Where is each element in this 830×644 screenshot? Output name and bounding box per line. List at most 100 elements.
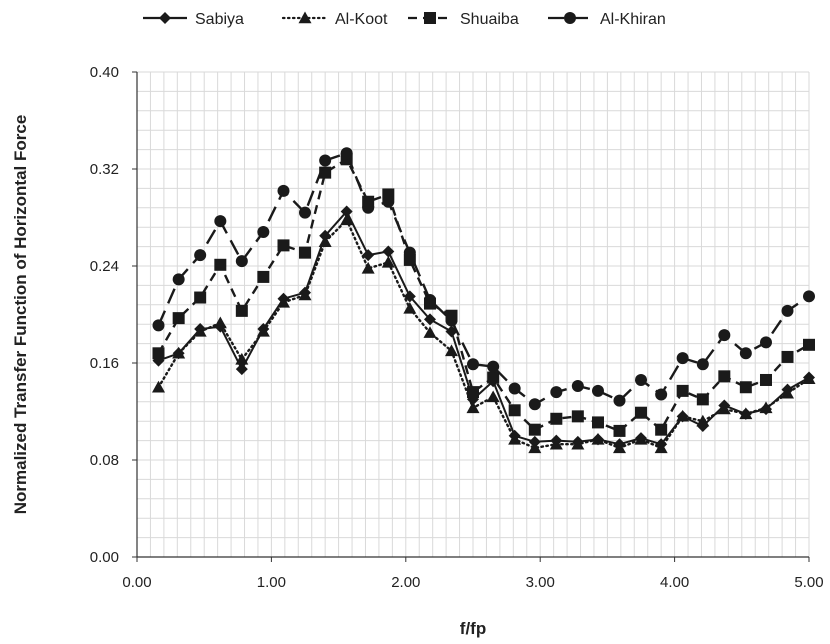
diamond-marker	[235, 363, 248, 376]
square-marker	[803, 338, 815, 351]
triangle-marker	[423, 326, 437, 338]
square-marker	[613, 424, 626, 437]
circle-marker	[382, 195, 395, 208]
y-tick-label: 0.08	[90, 452, 119, 469]
y-tick-label: 0.32	[90, 161, 119, 178]
square-marker	[718, 370, 731, 383]
legend-item: Al-Khiran	[548, 11, 666, 28]
axes	[132, 71, 810, 562]
square-marker	[152, 347, 165, 360]
circle-marker	[564, 12, 576, 24]
triangle-marker	[634, 432, 648, 445]
legend-label: Shuaiba	[460, 11, 519, 28]
triangle-marker	[696, 414, 710, 427]
triangle-marker	[172, 346, 186, 359]
square-marker	[277, 239, 290, 252]
triangle-marker	[403, 301, 417, 314]
legend-label: Sabiya	[195, 11, 244, 28]
triangle-marker	[676, 409, 690, 422]
x-axis-title: f/fp	[460, 619, 486, 638]
x-tick-label: 2.00	[391, 574, 420, 591]
tick-labels: 0.00 1.00 2.00 3.00 4.00 5.00 0.00 0.08 0.16 0.24…	[90, 64, 824, 591]
square-marker	[299, 246, 311, 259]
square-marker	[696, 393, 709, 406]
triangle-marker	[298, 11, 312, 24]
series-al-koot	[152, 213, 816, 454]
triangle-marker	[591, 432, 605, 445]
circle-marker	[487, 360, 500, 373]
circle-marker	[319, 154, 332, 167]
square-marker	[194, 291, 207, 304]
diamond-marker	[340, 205, 353, 218]
circle-marker	[696, 358, 709, 371]
triangle-marker	[508, 432, 522, 445]
square-marker	[214, 258, 227, 271]
triangle-marker	[486, 390, 500, 403]
y-tick-label: 0.16	[90, 355, 119, 372]
triangle-marker	[466, 401, 480, 414]
legend: Sabiya Al-Koot Shuaiba Al-Khiran	[143, 11, 666, 28]
circle-marker	[403, 246, 416, 259]
square-marker	[676, 384, 689, 397]
circle-marker	[277, 184, 290, 197]
circle-marker	[655, 388, 668, 401]
triangle-marker	[276, 295, 290, 308]
series-line	[157, 151, 810, 406]
legend-label: Al-Koot	[335, 11, 388, 28]
circle-marker	[257, 226, 270, 239]
triangle-marker	[152, 380, 166, 393]
circle-marker	[299, 206, 311, 219]
triangle-marker	[361, 261, 375, 274]
triangle-marker	[571, 437, 585, 450]
circle-marker	[528, 398, 541, 411]
triangle-marker	[340, 213, 354, 226]
square-marker	[235, 304, 248, 317]
series-shuaiba	[152, 153, 815, 437]
circle-marker	[613, 394, 626, 407]
circle-marker	[362, 201, 375, 214]
circle-marker	[718, 329, 731, 342]
diamond-marker	[159, 12, 171, 24]
triangle-marker	[717, 402, 731, 415]
triangle-marker	[256, 324, 270, 337]
circle-marker	[214, 215, 227, 228]
triangle-marker	[759, 401, 773, 414]
triangle-marker	[612, 441, 626, 454]
triangle-marker	[298, 288, 312, 301]
triangle-marker	[802, 372, 816, 384]
square-marker	[508, 404, 521, 417]
triangle-marker	[739, 407, 753, 420]
y-tick-label: 0.40	[90, 64, 119, 81]
x-tick-label: 0.00	[122, 574, 151, 591]
square-marker	[424, 12, 436, 24]
circle-marker	[423, 293, 436, 306]
square-marker	[257, 270, 270, 283]
circle-marker	[235, 255, 248, 268]
x-tick-label: 4.00	[660, 574, 689, 591]
square-marker	[487, 371, 500, 384]
triangle-marker	[235, 352, 249, 365]
square-marker	[528, 423, 541, 436]
x-tick-label: 3.00	[526, 574, 555, 591]
legend-label: Al-Khiran	[600, 11, 666, 28]
square-marker	[635, 406, 647, 419]
square-marker	[571, 410, 584, 423]
circle-marker	[571, 380, 584, 393]
diamond-marker	[423, 313, 436, 326]
y-tick-label: 0.24	[90, 258, 119, 275]
series-group	[152, 147, 816, 454]
triangle-marker	[381, 255, 395, 268]
circle-marker	[781, 304, 794, 317]
x-tick-label: 1.00	[257, 574, 286, 591]
square-marker	[550, 412, 563, 425]
legend-item: Al-Koot	[281, 11, 388, 28]
x-tick-label: 5.00	[794, 574, 823, 591]
legend-item: Shuaiba	[408, 11, 519, 28]
circle-marker	[591, 384, 604, 397]
triangle-marker	[780, 386, 794, 399]
circle-marker	[194, 249, 207, 262]
circle-marker	[340, 147, 353, 160]
square-marker	[591, 416, 604, 429]
